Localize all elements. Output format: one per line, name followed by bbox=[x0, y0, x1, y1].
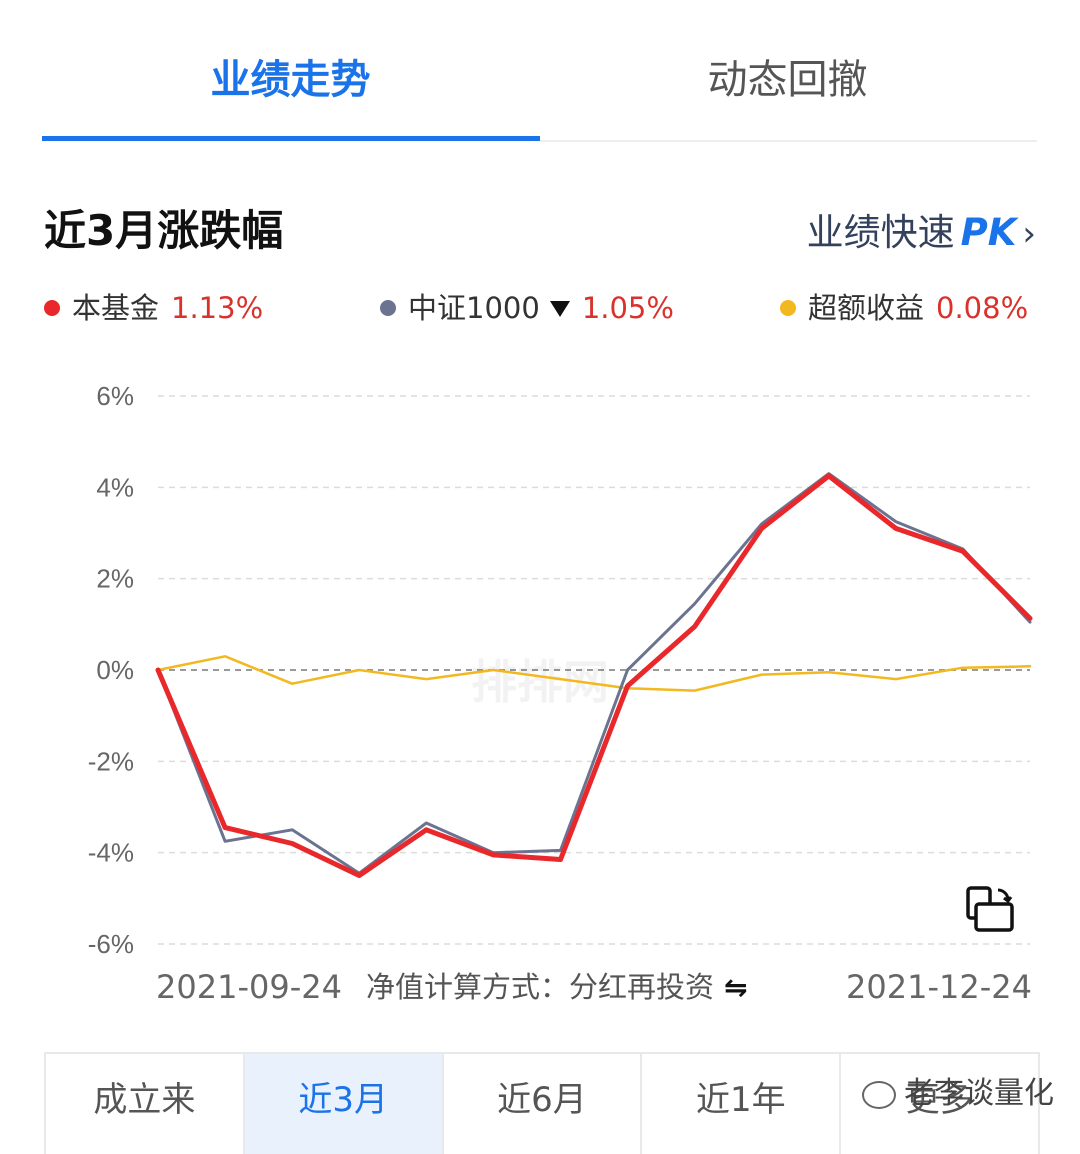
tab-performance[interactable]: 业绩走势 bbox=[210, 57, 371, 103]
section-title: 近3月涨跌幅 bbox=[44, 206, 284, 255]
period-since-inception[interactable]: 成立来 bbox=[46, 1054, 245, 1154]
legend-item-excess: 超额收益 0.08% bbox=[780, 286, 1028, 330]
y-tick-label: -6% bbox=[88, 929, 134, 959]
tab-divider bbox=[540, 140, 1037, 142]
wechat-icon bbox=[862, 1080, 896, 1109]
series-line-benchmark bbox=[156, 472, 1032, 875]
start-date-label: 2021-09-24 bbox=[156, 968, 342, 1006]
period-3-months[interactable]: 近3月 bbox=[244, 1054, 444, 1154]
period-more[interactable]: 更多 bbox=[905, 1080, 974, 1120]
pk-label: 业绩快速 bbox=[806, 211, 955, 254]
series-line-excess bbox=[156, 655, 1032, 692]
series-line-fund bbox=[155, 473, 1033, 878]
calc-method-toggle[interactable]: 净值计算方式：分红再投资 ⇋ bbox=[366, 964, 747, 1010]
legend-dot-excess bbox=[780, 300, 796, 316]
author-watermark-text: 老李谈量化 bbox=[904, 1076, 1054, 1111]
y-tick-label: 4% bbox=[96, 472, 134, 502]
tab-bar: 业绩走势 动态回撤 bbox=[42, 0, 1037, 143]
calc-method-label: 净值计算方式：分红再投资 bbox=[366, 970, 715, 1004]
author-watermark: 老李谈量化 bbox=[862, 1072, 1054, 1116]
pk-suffix: PK bbox=[960, 211, 1017, 254]
legend-name: 中证1000 bbox=[408, 291, 540, 325]
y-tick-label: 6% bbox=[96, 381, 134, 411]
legend-item-fund: 本基金 1.13% bbox=[44, 286, 263, 330]
landscape-rotate-icon[interactable] bbox=[964, 884, 1016, 936]
y-axis-ticks: 6% 4% 2% 0% -2% -4% -6% bbox=[88, 381, 134, 959]
period-1-year[interactable]: 近1年 bbox=[642, 1054, 842, 1154]
legend-name: 本基金 bbox=[72, 291, 160, 325]
y-tick-label: 2% bbox=[96, 564, 134, 594]
tab-active-indicator bbox=[42, 136, 540, 141]
tab-drawdown[interactable]: 动态回撤 bbox=[707, 57, 868, 103]
dropdown-triangle-icon[interactable] bbox=[549, 301, 570, 317]
legend-dot-fund bbox=[44, 300, 60, 316]
period-selector: 成立来 近3月 近6月 近1年 更多 bbox=[44, 1052, 1040, 1154]
legend-value: 1.13% bbox=[171, 291, 264, 325]
period-6-months[interactable]: 近6月 bbox=[444, 1054, 643, 1154]
chevron-right-icon: › bbox=[1022, 214, 1036, 254]
performance-pk-link[interactable]: 业绩快速 PK › bbox=[807, 200, 1036, 266]
series-lines bbox=[155, 472, 1033, 878]
y-tick-label: 0% bbox=[96, 655, 134, 685]
legend-dot-benchmark bbox=[380, 300, 396, 316]
legend-value: 0.08% bbox=[936, 291, 1029, 325]
swap-icon[interactable]: ⇋ bbox=[724, 971, 748, 1004]
y-tick-label: -4% bbox=[88, 838, 134, 868]
grid-lines bbox=[158, 395, 1030, 945]
legend-item-benchmark[interactable]: 中证1000 1.05% bbox=[380, 286, 674, 330]
y-tick-label: -2% bbox=[88, 746, 134, 776]
end-date-label: 2021-12-24 bbox=[846, 968, 1032, 1006]
legend-name: 超额收益 bbox=[808, 291, 925, 325]
legend-value: 1.05% bbox=[581, 291, 674, 325]
performance-line-chart: 6%4%2%0%-2%-4%-6% 排排网 bbox=[88, 381, 1033, 959]
